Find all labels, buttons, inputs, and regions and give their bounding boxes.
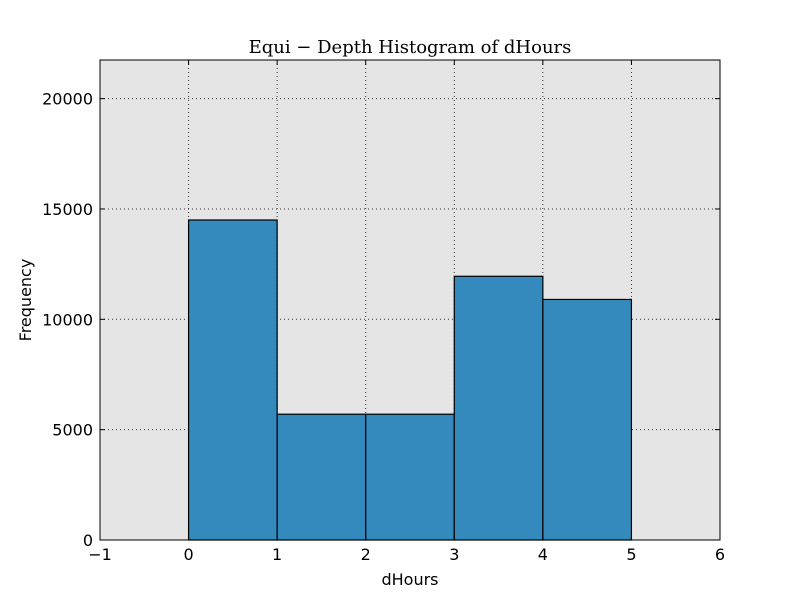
chart-title: Equi − Depth Histogram of dHours [249,37,572,58]
y-tick-label: 10000 [42,310,93,329]
x-tick-label: 3 [449,545,459,564]
y-tick-label: 20000 [42,90,93,109]
x-tick-label: 6 [715,545,725,564]
histogram-bar [365,413,455,541]
x-tick-label: 0 [183,545,193,564]
y-tick-label: 15000 [42,200,93,219]
y-tick-label: 5000 [52,421,93,440]
x-tick-label: 1 [272,545,282,564]
histogram-bar [453,275,544,541]
histogram-bar [276,413,367,541]
x-tick-label: 4 [538,545,548,564]
histogram-bar [187,219,278,541]
histogram-bar [542,298,633,541]
x-tick-label: 2 [361,545,371,564]
bars-group [187,219,633,541]
plot-frame [99,59,721,541]
x-tick-label: 5 [626,545,636,564]
x-tick-label: −1 [88,545,112,564]
y-tick-label: 0 [83,531,93,550]
y-axis-label: Frequency [16,259,35,342]
x-axis-label: dHours [381,570,438,589]
